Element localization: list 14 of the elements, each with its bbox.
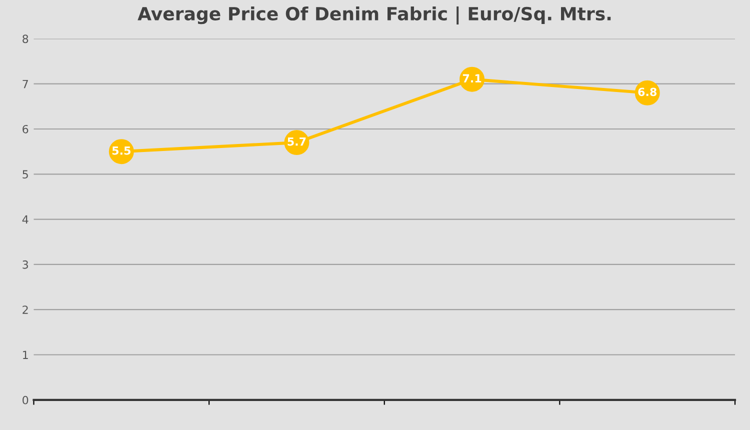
y-tick-label: 7 — [22, 80, 28, 88]
y-tick-label: 8 — [22, 34, 28, 44]
y-tick-label: 2 — [22, 306, 28, 314]
data-label: 7.1 — [462, 74, 482, 82]
y-tick-label: 6 — [22, 124, 28, 134]
y-tick-label: 1 — [23, 350, 28, 359]
y-tick-label: 0 — [22, 396, 28, 404]
y-tick-label: 3 — [22, 260, 28, 269]
y-tick-label: 5 — [22, 170, 28, 179]
data-label: 6.8 — [638, 88, 656, 96]
y-tick-label: 4 — [22, 215, 28, 224]
chart-title: Average Price Of Denim Fabric | Euro/Sq. Mtrs. — [138, 6, 611, 25]
data-label: 5.5 — [112, 146, 130, 155]
data-label: 5.7 — [288, 138, 306, 146]
